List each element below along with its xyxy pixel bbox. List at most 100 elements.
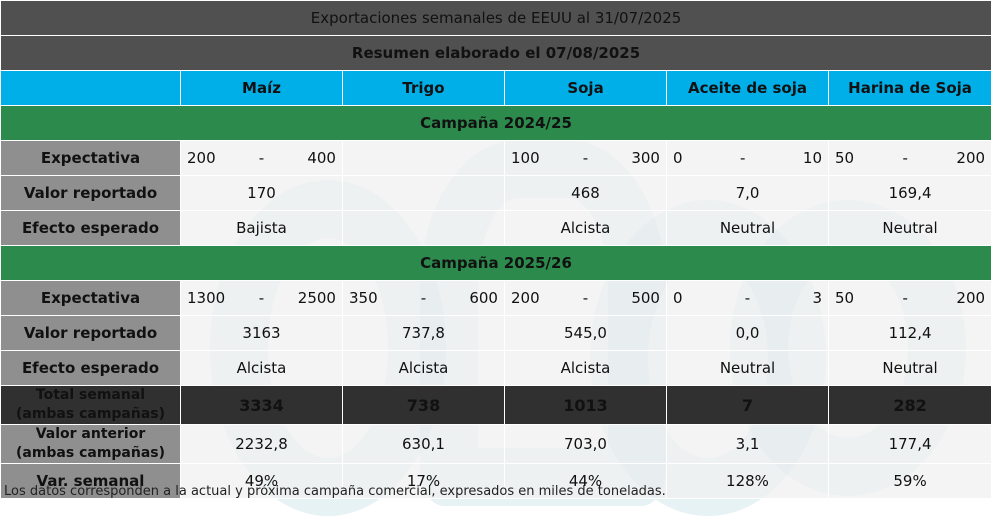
previous-value-cell: 3,1 [667, 425, 829, 464]
total-cell: 3334 [181, 386, 343, 425]
expectation-cell: 0 - 10 [667, 141, 829, 176]
reported-value-cell: 545,0 [505, 316, 667, 351]
expectation-cell: 0 - 3 [667, 281, 829, 316]
row-label: Expectativa [1, 281, 181, 316]
reported-value-cell: 112,4 [829, 316, 991, 351]
column-header-row: Maíz Trigo Soja Aceite de soja Harina de… [1, 71, 991, 106]
reported-value-cell: 3163 [181, 316, 343, 351]
subtitle-row: Resumen elaborado el 07/08/2025 [1, 36, 991, 71]
column-header-aceite: Aceite de soja [667, 71, 829, 106]
reported-value-cell: 0,0 [667, 316, 829, 351]
range-low: 0 [673, 149, 683, 167]
range-high: 500 [631, 289, 660, 307]
column-header-maiz: Maíz [181, 71, 343, 106]
effect-cell: Neutral [667, 211, 829, 246]
total-row: Total semanal (ambas campañas) 3334 738 … [1, 386, 991, 425]
range-sep: - [903, 289, 908, 307]
header-corner [1, 71, 181, 106]
column-header-trigo: Trigo [343, 71, 505, 106]
row-label: Efecto esperado [1, 351, 181, 386]
row-label: Valor anterior (ambas campañas) [1, 425, 181, 464]
range-high: 400 [307, 149, 336, 167]
campaign-label: Campaña 2025/26 [1, 246, 991, 281]
table-row: Expectativa 1300-2500 350-600 200-500 0-… [1, 281, 991, 316]
range-sep: - [259, 289, 264, 307]
effect-cell: Neutral [667, 351, 829, 386]
reported-value-cell [343, 176, 505, 211]
range-high: 200 [956, 289, 985, 307]
previous-value-cell: 177,4 [829, 425, 991, 464]
table-row: Efecto esperado Alcista Alcista Alcista … [1, 351, 991, 386]
range-high: 300 [631, 149, 660, 167]
range-low: 50 [835, 289, 854, 307]
table-row: Valor reportado 170 468 7,0 169,4 [1, 176, 991, 211]
range-high: 3 [812, 289, 822, 307]
expectation-cell: 200-500 [505, 281, 667, 316]
table-row: Efecto esperado Bajista Alcista Neutral … [1, 211, 991, 246]
previous-value-cell: 630,1 [343, 425, 505, 464]
effect-cell: Bajista [181, 211, 343, 246]
row-label: Total semanal (ambas campañas) [1, 386, 181, 425]
table-row: Valor anterior (ambas campañas) 2232,8 6… [1, 425, 991, 464]
effect-cell: Alcista [343, 351, 505, 386]
effect-cell [343, 211, 505, 246]
table-row: Valor reportado 3163 737,8 545,0 0,0 112… [1, 316, 991, 351]
reported-value-cell: 170 [181, 176, 343, 211]
range-high: 200 [956, 149, 985, 167]
range-low: 1300 [187, 289, 225, 307]
range-low: 50 [835, 149, 854, 167]
row-label: Valor reportado [1, 316, 181, 351]
range-sep: - [583, 149, 588, 167]
total-cell: 282 [829, 386, 991, 425]
total-cell: 738 [343, 386, 505, 425]
campaign-header-row: Campaña 2025/26 [1, 246, 991, 281]
expectation-cell: 100 - 300 [505, 141, 667, 176]
table-row: Expectativa 200 - 400 100 - 300 0 - 10 50 - 200 [1, 141, 991, 176]
range-sep: - [745, 289, 750, 307]
effect-cell: Alcista [181, 351, 343, 386]
effect-cell: Neutral [829, 211, 991, 246]
range-high: 2500 [298, 289, 336, 307]
row-label: Valor reportado [1, 176, 181, 211]
range-sep: - [740, 149, 745, 167]
effect-cell: Alcista [505, 211, 667, 246]
range-low: 100 [511, 149, 540, 167]
table-title: Exportaciones semanales de EEUU al 31/07… [1, 1, 991, 36]
expectation-cell: 50 - 200 [829, 281, 991, 316]
row-label: Efecto esperado [1, 211, 181, 246]
reported-value-cell: 468 [505, 176, 667, 211]
table-subtitle: Resumen elaborado el 07/08/2025 [1, 36, 991, 71]
expectation-cell: 350 - 600 [343, 281, 505, 316]
expectation-cell [343, 141, 505, 176]
effect-cell: Neutral [829, 351, 991, 386]
reported-value-cell: 737,8 [343, 316, 505, 351]
campaign-label: Campaña 2024/25 [1, 106, 991, 141]
column-header-soja: Soja [505, 71, 667, 106]
reported-value-cell: 169,4 [829, 176, 991, 211]
range-low: 200 [511, 289, 540, 307]
range-high: 10 [803, 149, 822, 167]
range-high: 600 [469, 289, 498, 307]
reported-value-cell: 7,0 [667, 176, 829, 211]
weekly-change-cell: 128% [667, 464, 829, 499]
export-summary: Exportaciones semanales de EEUU al 31/07… [0, 0, 991, 505]
exports-table: Exportaciones semanales de EEUU al 31/07… [0, 0, 991, 499]
range-sep: - [903, 149, 908, 167]
footnote: Los datos corresponden a la actual y pró… [4, 484, 666, 499]
effect-cell: Alcista [505, 351, 667, 386]
range-sep: - [259, 149, 264, 167]
campaign-header-row: Campaña 2024/25 [1, 106, 991, 141]
expectation-cell: 50 - 200 [829, 141, 991, 176]
weekly-change-cell: 59% [829, 464, 991, 499]
row-label: Expectativa [1, 141, 181, 176]
range-low: 350 [349, 289, 378, 307]
title-row: Exportaciones semanales de EEUU al 31/07… [1, 1, 991, 36]
range-sep: - [421, 289, 426, 307]
total-cell: 7 [667, 386, 829, 425]
total-cell: 1013 [505, 386, 667, 425]
column-header-harina: Harina de Soja [829, 71, 991, 106]
previous-value-cell: 703,0 [505, 425, 667, 464]
range-low: 0 [673, 289, 683, 307]
expectation-cell: 200 - 400 [181, 141, 343, 176]
range-low: 200 [187, 149, 216, 167]
